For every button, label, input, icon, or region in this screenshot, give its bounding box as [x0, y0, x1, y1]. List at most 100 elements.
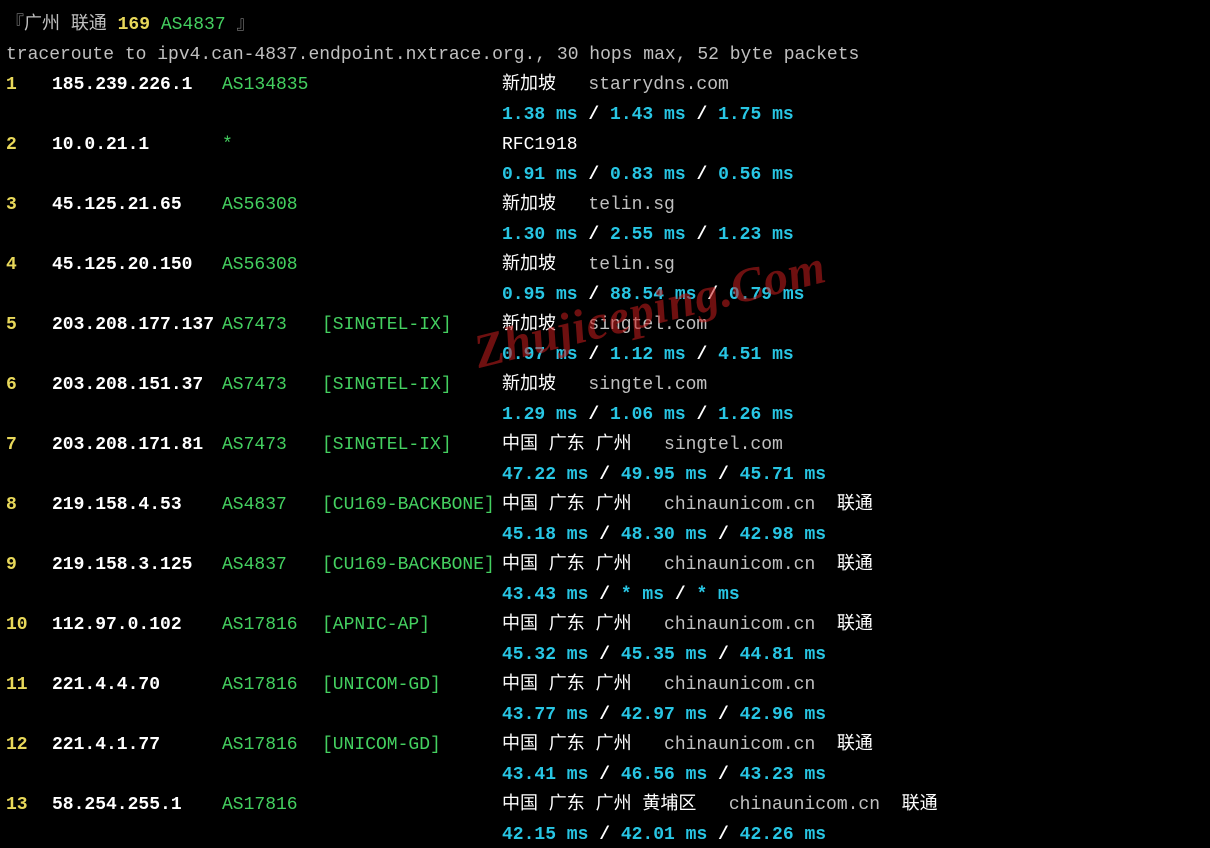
timing-value: 45.35 ms: [621, 645, 707, 665]
timing-separator: /: [578, 105, 610, 125]
timing-separator: /: [707, 645, 739, 665]
hop-number: 10: [6, 610, 52, 640]
hop-number: 6: [6, 370, 52, 400]
timing-value: 1.43 ms: [610, 105, 686, 125]
hop-timings: 1.30 ms / 2.55 ms / 1.23 ms: [6, 220, 1210, 250]
hop-asn: *: [222, 130, 322, 160]
hop-timings: 0.95 ms / 88.54 ms / 0.79 ms: [6, 280, 1210, 310]
hop-location: RFC1918: [502, 130, 578, 160]
hop-domain: chinaunicom.cn: [729, 795, 880, 815]
timing-separator: /: [707, 765, 739, 785]
hop-ip: 112.97.0.102: [52, 610, 222, 640]
hop-ip: 221.4.4.70: [52, 670, 222, 700]
hop-asn: AS17816: [222, 790, 322, 820]
traceroute-command-line: traceroute to ipv4.can-4837.endpoint.nxt…: [6, 40, 1210, 70]
hop-row: 6203.208.151.37AS7473[SINGTEL-IX]新加坡 sin…: [6, 370, 1210, 400]
hop-location: 中国 广东 广州: [502, 730, 632, 760]
hop-list: 1185.239.226.1AS134835 新加坡 starrydns.com 1…: [6, 70, 1210, 848]
hop-domain: singtel.com: [588, 375, 707, 395]
timing-value: 1.30 ms: [502, 225, 578, 245]
hop-tag: [SINGTEL-IX]: [322, 370, 502, 400]
hop-isp-note: 联通: [902, 795, 938, 815]
hop-timings: 45.32 ms / 45.35 ms / 44.81 ms: [6, 640, 1210, 670]
hop-timings: 42.15 ms / 42.01 ms / 42.26 ms: [6, 820, 1210, 848]
timing-value: 42.26 ms: [740, 825, 826, 845]
timing-value: 0.83 ms: [610, 165, 686, 185]
hop-ip: 203.208.177.137: [52, 310, 222, 340]
hop-number: 9: [6, 550, 52, 580]
hop-ip: 185.239.226.1: [52, 70, 222, 100]
hop-timings: 43.43 ms / * ms / * ms: [6, 580, 1210, 610]
hop-ip: 219.158.4.53: [52, 490, 222, 520]
timing-value: 1.06 ms: [610, 405, 686, 425]
hop-domain: starrydns.com: [588, 75, 728, 95]
timing-separator: /: [686, 345, 718, 365]
hop-asn: AS7473: [222, 430, 322, 460]
timing-separator: /: [588, 465, 620, 485]
timing-separator: /: [588, 585, 620, 605]
hop-timings: 0.97 ms / 1.12 ms / 4.51 ms: [6, 340, 1210, 370]
hop-domain: telin.sg: [588, 195, 674, 215]
timing-value: 0.95 ms: [502, 285, 578, 305]
hop-number: 13: [6, 790, 52, 820]
header-isp: 联通: [71, 15, 107, 35]
hop-location: 新加坡: [502, 310, 556, 340]
hop-ip: 10.0.21.1: [52, 130, 222, 160]
hop-number: 12: [6, 730, 52, 760]
timing-value: 42.98 ms: [740, 525, 826, 545]
hop-domain: chinaunicom.cn: [664, 495, 815, 515]
timing-value: 44.81 ms: [740, 645, 826, 665]
hop-timings: 0.91 ms / 0.83 ms / 0.56 ms: [6, 160, 1210, 190]
hop-asn: AS56308: [222, 190, 322, 220]
timing-separator: /: [707, 705, 739, 725]
timing-value: 1.75 ms: [718, 105, 794, 125]
timing-value: 45.71 ms: [740, 465, 826, 485]
timing-value: 0.91 ms: [502, 165, 578, 185]
hop-asn: AS17816: [222, 610, 322, 640]
timing-value: 48.30 ms: [621, 525, 707, 545]
hop-ip: 45.125.21.65: [52, 190, 222, 220]
hop-ip: 219.158.3.125: [52, 550, 222, 580]
timing-value: 43.43 ms: [502, 585, 588, 605]
hop-row: 210.0.21.1*RFC1918: [6, 130, 1210, 160]
hop-row: 1185.239.226.1AS134835新加坡 starrydns.com: [6, 70, 1210, 100]
hop-location: 中国 广东 广州: [502, 610, 632, 640]
hop-timings: 45.18 ms / 48.30 ms / 42.98 ms: [6, 520, 1210, 550]
timing-value: 43.23 ms: [740, 765, 826, 785]
hop-tag: [UNICOM-GD]: [322, 670, 502, 700]
hop-number: 3: [6, 190, 52, 220]
hop-ip: 203.208.171.81: [52, 430, 222, 460]
hop-domain: singtel.com: [664, 435, 783, 455]
timing-value: 43.77 ms: [502, 705, 588, 725]
hop-number: 7: [6, 430, 52, 460]
hop-asn: AS134835: [222, 70, 322, 100]
timing-value: 46.56 ms: [621, 765, 707, 785]
hop-tag: [APNIC-AP]: [322, 610, 502, 640]
hop-asn: AS4837: [222, 490, 322, 520]
timing-separator: /: [578, 405, 610, 425]
hop-row: 7203.208.171.81AS7473[SINGTEL-IX]中国 广东 广…: [6, 430, 1210, 460]
timing-separator: /: [686, 225, 718, 245]
timing-separator: /: [664, 585, 696, 605]
timing-separator: /: [588, 645, 620, 665]
hop-row: 8219.158.4.53AS4837[CU169-BACKBONE]中国 广东…: [6, 490, 1210, 520]
timing-value: * ms: [696, 585, 739, 605]
timing-value: 4.51 ms: [718, 345, 794, 365]
hop-number: 4: [6, 250, 52, 280]
timing-value: 1.29 ms: [502, 405, 578, 425]
timing-value: 45.18 ms: [502, 525, 588, 545]
bracket-open: 『: [6, 15, 24, 35]
hop-location: 中国 广东 广州: [502, 670, 632, 700]
timing-value: 47.22 ms: [502, 465, 588, 485]
timing-separator: /: [707, 825, 739, 845]
timing-separator: /: [686, 405, 718, 425]
hop-location: 中国 广东 广州: [502, 550, 632, 580]
timing-separator: /: [588, 825, 620, 845]
hop-domain: chinaunicom.cn: [664, 675, 815, 695]
timing-separator: /: [588, 525, 620, 545]
hop-number: 1: [6, 70, 52, 100]
timing-separator: /: [686, 165, 718, 185]
timing-value: * ms: [621, 585, 664, 605]
hop-location: 新加坡: [502, 370, 556, 400]
timing-value: 42.96 ms: [740, 705, 826, 725]
